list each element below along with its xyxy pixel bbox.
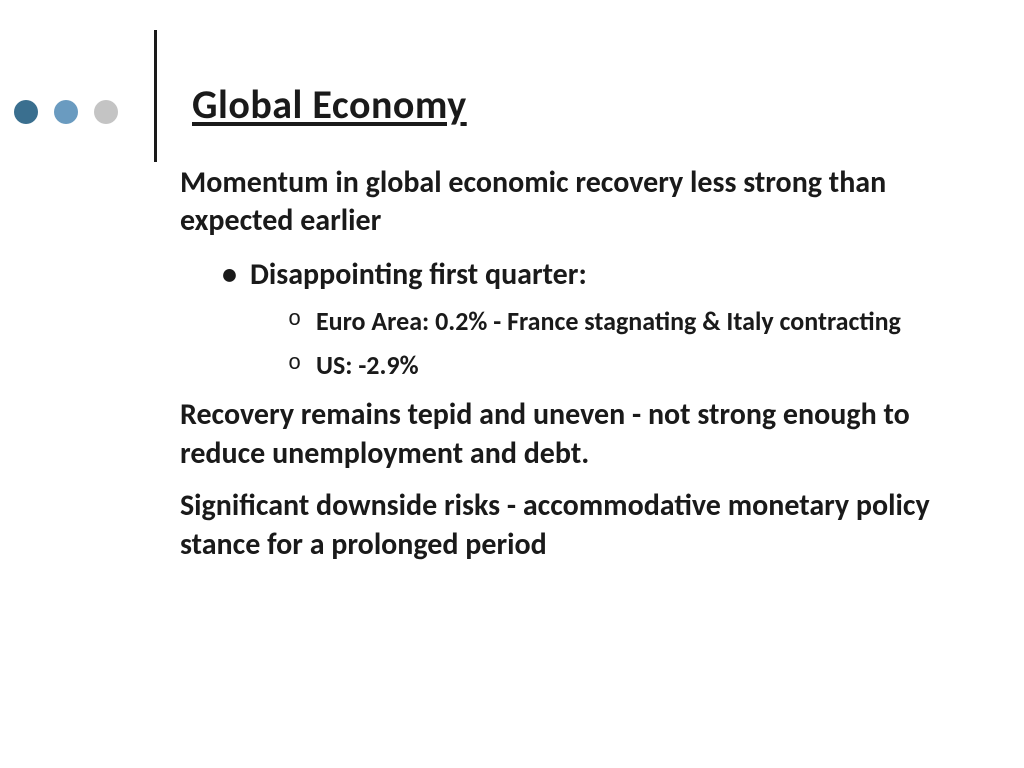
- dot-icon: [94, 100, 118, 124]
- slide: Global Economy Momentum in global econom…: [0, 0, 1024, 768]
- vertical-divider: [154, 30, 157, 162]
- sub-bullet-list: Euro Area: 0.2% - France stagnating & It…: [250, 304, 940, 383]
- slide-title: Global Economy: [192, 80, 467, 129]
- list-item: Euro Area: 0.2% - France stagnating & It…: [290, 304, 940, 338]
- decorative-dots: [14, 100, 118, 124]
- recovery-paragraph: Recovery remains tepid and uneven - not …: [180, 396, 940, 473]
- list-item: US: -2.9%: [290, 348, 940, 382]
- dot-icon: [54, 100, 78, 124]
- slide-body: Momentum in global economic recovery les…: [180, 164, 940, 578]
- intro-paragraph: Momentum in global economic recovery les…: [180, 164, 940, 241]
- bullet-list: Disappointing first quarter: Euro Area: …: [180, 255, 940, 383]
- dot-icon: [14, 100, 38, 124]
- list-item: Disappointing first quarter: Euro Area: …: [228, 255, 940, 383]
- risks-paragraph: Significant downside risks - accommodati…: [180, 487, 940, 564]
- bullet-heading: Disappointing first quarter:: [250, 256, 587, 293]
